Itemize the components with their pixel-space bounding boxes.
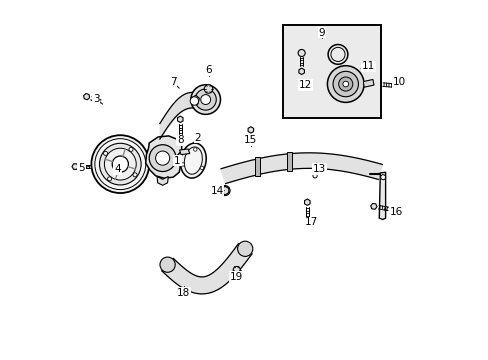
Circle shape (104, 148, 136, 180)
Circle shape (204, 85, 212, 93)
Circle shape (338, 77, 352, 91)
Ellipse shape (180, 143, 206, 178)
Circle shape (201, 95, 210, 104)
Circle shape (332, 71, 358, 97)
Circle shape (95, 139, 145, 190)
Circle shape (380, 175, 385, 180)
Polygon shape (370, 203, 376, 210)
Circle shape (160, 257, 175, 272)
Circle shape (190, 85, 220, 114)
Text: 3: 3 (93, 94, 100, 104)
Polygon shape (363, 80, 373, 87)
Text: 6: 6 (205, 65, 211, 75)
Text: 11: 11 (361, 62, 375, 71)
Polygon shape (72, 164, 78, 169)
Bar (255, 157, 260, 176)
Circle shape (190, 97, 198, 105)
Polygon shape (83, 94, 89, 100)
Circle shape (233, 266, 240, 274)
Polygon shape (162, 244, 251, 294)
Text: 16: 16 (389, 207, 402, 217)
Polygon shape (379, 172, 385, 220)
Circle shape (149, 145, 176, 171)
Circle shape (103, 152, 107, 156)
Circle shape (200, 166, 203, 170)
Text: 19: 19 (230, 272, 243, 282)
Circle shape (312, 174, 317, 178)
Circle shape (327, 45, 347, 64)
Circle shape (237, 241, 252, 256)
Circle shape (342, 81, 348, 87)
Polygon shape (221, 186, 228, 195)
Text: 1: 1 (174, 156, 181, 166)
Circle shape (133, 173, 137, 177)
Circle shape (91, 135, 149, 193)
Polygon shape (304, 199, 309, 206)
Text: 15: 15 (244, 135, 257, 145)
Circle shape (181, 163, 184, 166)
Polygon shape (221, 153, 382, 184)
Polygon shape (374, 81, 380, 87)
Text: 18: 18 (177, 288, 190, 298)
Text: 17: 17 (305, 217, 318, 227)
Polygon shape (179, 149, 189, 154)
Text: 9: 9 (318, 27, 325, 37)
Circle shape (220, 186, 229, 195)
Circle shape (327, 66, 364, 102)
Text: 10: 10 (392, 77, 406, 87)
Polygon shape (145, 136, 182, 178)
Ellipse shape (184, 147, 202, 174)
Circle shape (112, 156, 128, 172)
Polygon shape (157, 176, 168, 185)
Circle shape (107, 177, 111, 181)
Circle shape (195, 89, 216, 110)
Circle shape (99, 143, 141, 185)
Text: 4: 4 (114, 165, 121, 174)
Text: 2: 2 (194, 133, 201, 143)
Text: 8: 8 (177, 135, 183, 145)
Circle shape (129, 147, 133, 152)
Circle shape (155, 151, 169, 165)
Polygon shape (190, 95, 199, 104)
Circle shape (193, 148, 197, 151)
Circle shape (330, 48, 345, 62)
Bar (283, 26, 381, 118)
Text: 7: 7 (169, 77, 176, 87)
Polygon shape (177, 116, 183, 122)
Polygon shape (247, 127, 253, 133)
Text: 14: 14 (210, 186, 223, 196)
Bar (286, 152, 291, 171)
Text: 5: 5 (78, 163, 84, 173)
Polygon shape (298, 68, 304, 75)
Circle shape (298, 49, 305, 57)
Text: 12: 12 (298, 80, 311, 90)
Text: 13: 13 (312, 164, 325, 174)
